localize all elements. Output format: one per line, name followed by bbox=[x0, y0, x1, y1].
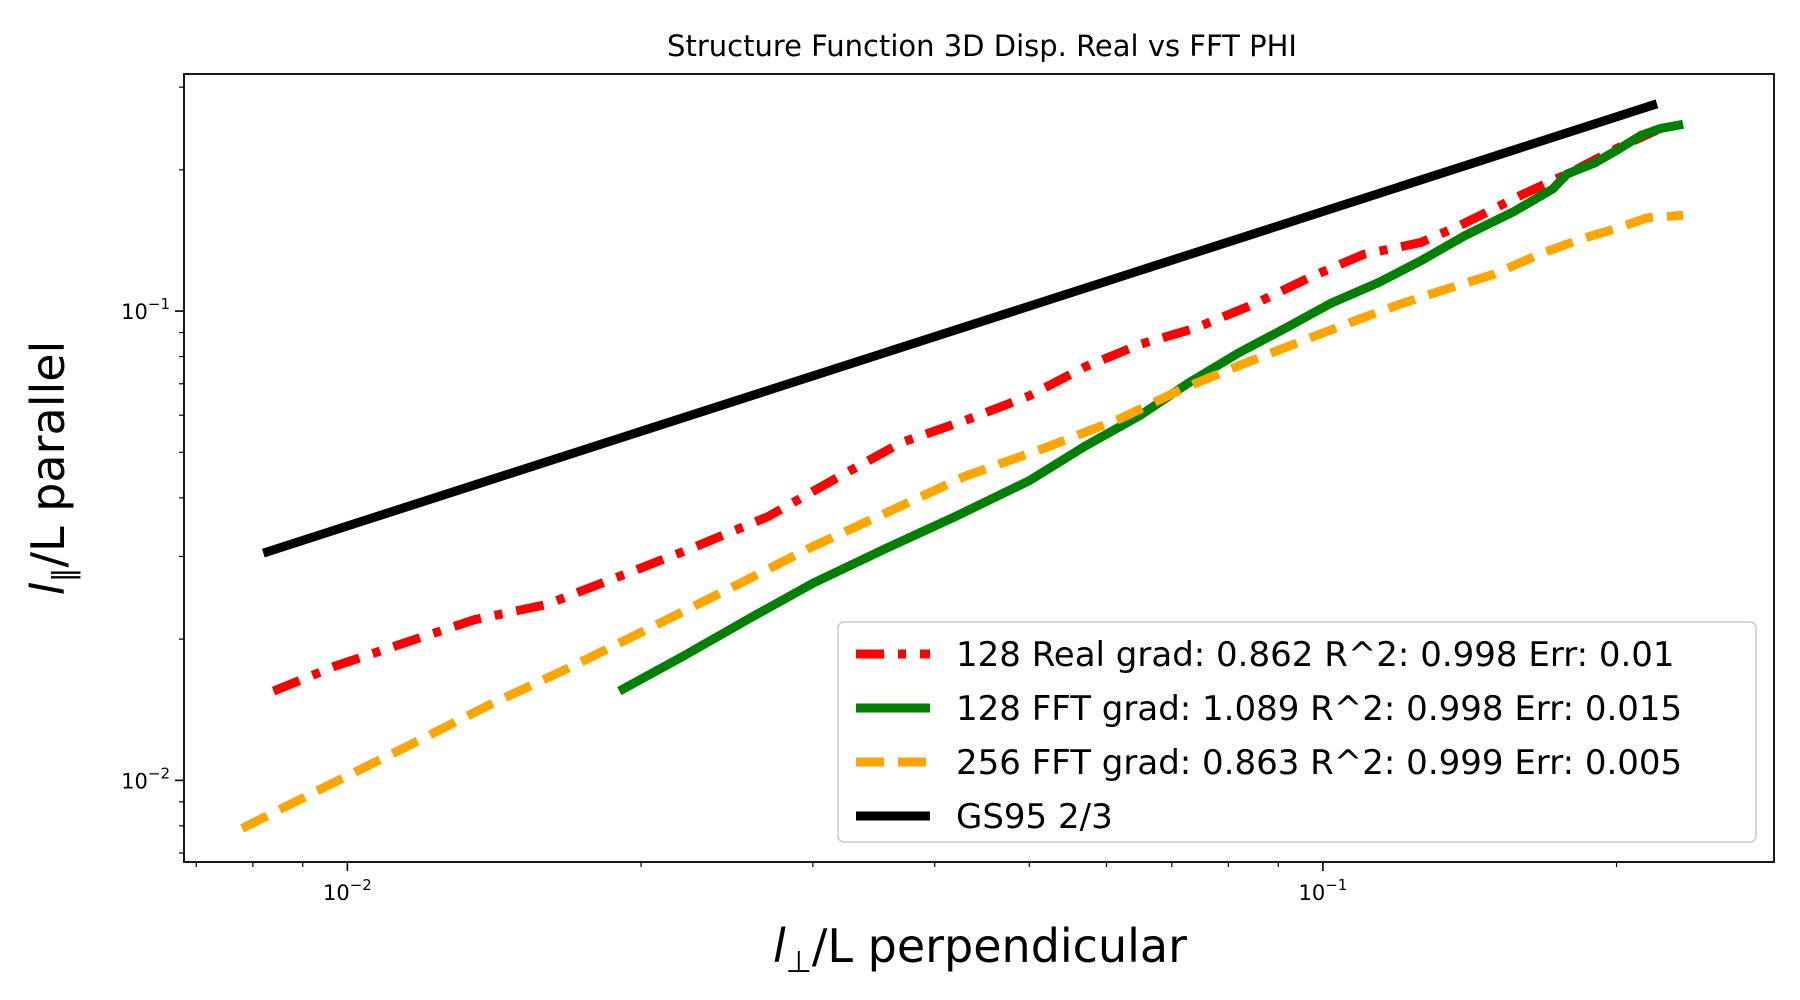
y-axis-label-symbol: l bbox=[21, 582, 75, 595]
y-tick-label-exponent: −1 bbox=[148, 295, 170, 313]
legend: 128 Real grad: 0.862 R^2: 0.998 Err: 0.0… bbox=[837, 621, 1757, 843]
x-tick-label: 10−2 bbox=[323, 876, 372, 905]
y-axis-label-subscript: ∥ bbox=[47, 568, 82, 583]
series-line-1 bbox=[271, 126, 1659, 696]
x-tick-label: 10−1 bbox=[1298, 876, 1347, 905]
x-tick-label-exponent: −1 bbox=[1325, 876, 1347, 894]
legend-label-1: 128 Real grad: 0.862 R^2: 0.998 Err: 0.0… bbox=[956, 635, 1675, 675]
series-line-3 bbox=[240, 210, 1684, 833]
series-line-4 bbox=[261, 99, 1659, 558]
x-axis-label: l⊥/L perpendicular bbox=[773, 919, 1187, 980]
y-axis-label: l∥/L parallel bbox=[21, 341, 82, 596]
axis-ticks: 10−2 10−110−210−1 bbox=[121, 86, 1618, 905]
y-tick-label-base: 10 bbox=[121, 300, 148, 324]
legend-label-3: 256 FFT grad: 0.863 R^2: 0.999 Err: 0.00… bbox=[956, 743, 1682, 783]
y-tick-label: 10−1 bbox=[121, 295, 170, 324]
y-tick-label-base: 10 bbox=[121, 769, 148, 793]
x-tick-label-base: 10 bbox=[1298, 881, 1325, 905]
legend-label-4: GS95 2/3 bbox=[956, 797, 1113, 837]
y-tick-label-exponent: −2 bbox=[148, 764, 170, 782]
series-line-2 bbox=[617, 119, 1684, 696]
series-layer bbox=[240, 99, 1684, 833]
x-axis-label-rest: /L perpendicular bbox=[812, 919, 1187, 973]
x-axis-label-subscript: ⊥ bbox=[786, 945, 812, 980]
legend-label-2: 128 FFT grad: 1.089 R^2: 0.998 Err: 0.01… bbox=[956, 689, 1682, 729]
y-tick-label: 10−2 bbox=[121, 764, 170, 793]
x-tick-label-exponent: −2 bbox=[350, 876, 372, 894]
x-axis-label-symbol: l bbox=[773, 919, 786, 973]
y-axis-label-rest: /L parallel bbox=[21, 341, 75, 568]
x-tick-label-base: 10 bbox=[323, 881, 350, 905]
legend-box bbox=[837, 621, 1757, 843]
chart-title: Structure Function 3D Disp. Real vs FFT … bbox=[667, 29, 1297, 63]
plot-frame bbox=[183, 73, 1775, 863]
